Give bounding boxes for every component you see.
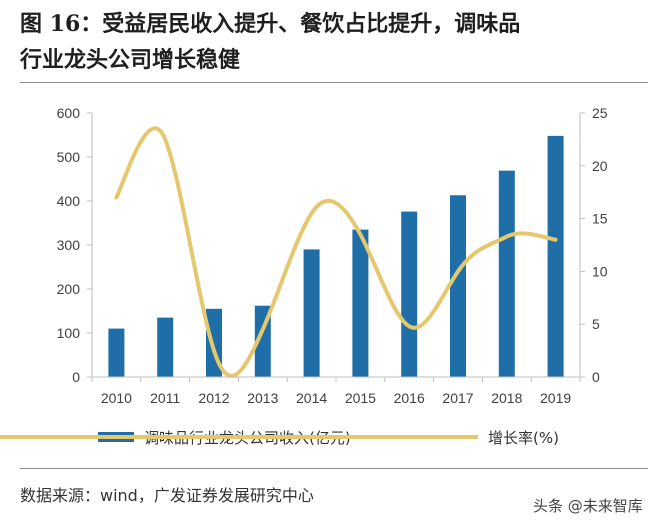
x-tick-label: 2018	[491, 390, 522, 406]
y-right-tick-label: 5	[592, 316, 600, 332]
legend-line-label: 增长率(%)	[488, 429, 559, 447]
x-tick-label: 2014	[296, 390, 327, 406]
title-divider	[20, 82, 648, 83]
x-tick-label: 2011	[150, 390, 180, 406]
growth-rate-line	[114, 126, 558, 378]
watermark: 头条 @未来智库	[533, 497, 643, 515]
figure-title-line-2: 行业龙头公司增长稳健	[20, 47, 241, 73]
source-note: 数据来源：wind，广发证券发展研究中心	[20, 486, 314, 505]
y-right-tick-label: 25	[592, 105, 608, 121]
y-right-tick-label: 10	[592, 263, 608, 279]
bar-2014	[303, 249, 320, 377]
y-left-tick-label: 300	[57, 237, 81, 253]
y-left-tick-label: 500	[57, 149, 81, 165]
figure-title: 图 16：受益居民收入提升、餐饮占比提升，调味品 行业龙头公司增长稳健	[20, 6, 650, 78]
chart-legend: 调味品行业龙头公司收入(亿元) 增长率(%)	[0, 429, 559, 447]
y-left-tick-label: 200	[57, 281, 81, 297]
bar-2010	[108, 328, 125, 377]
y-left-tick-label: 100	[57, 325, 81, 341]
y-right-tick-label: 20	[592, 158, 608, 174]
bar-2011	[157, 317, 174, 377]
y-left-tick-label: 400	[57, 193, 81, 209]
footer-divider	[20, 468, 648, 469]
x-tick-label: 2015	[345, 390, 376, 406]
y-left-tick-label: 600	[57, 105, 81, 121]
line-series	[114, 126, 558, 378]
x-tick-label: 2019	[540, 390, 571, 406]
axes: 0 100 200 300 400 500 600 0 5 10 15 20 25 2010 2011 201…	[57, 105, 608, 406]
y-right-tick-label: 15	[592, 211, 608, 227]
y-left-tick-label: 0	[72, 369, 80, 385]
bar-2016	[401, 211, 418, 377]
bar-2019	[547, 135, 564, 377]
figure-title-line-1: 图 16：受益居民收入提升、餐饮占比提升，调味品	[20, 11, 521, 37]
combo-chart: 0 100 200 300 400 500 600 0 5 10 15 20 25 2010 2011 201…	[0, 105, 608, 447]
bar-2018	[498, 170, 515, 377]
x-tick-label: 2010	[101, 390, 132, 406]
x-tick-label: 2017	[442, 390, 473, 406]
x-tick-label: 2012	[198, 390, 229, 406]
x-tick-label: 2013	[247, 390, 278, 406]
x-tick-label: 2016	[394, 390, 425, 406]
bar-2015	[352, 229, 369, 377]
bar-2017	[450, 195, 466, 377]
y-right-tick-label: 0	[592, 369, 600, 385]
